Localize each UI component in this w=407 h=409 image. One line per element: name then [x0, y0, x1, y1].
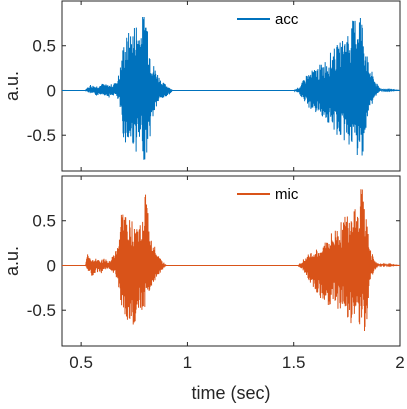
series-mic-trace: [62, 189, 400, 331]
x-tick-label: 1.5: [282, 353, 306, 372]
y-tick-label: -0.5: [27, 126, 56, 145]
y-tick-label: 0: [47, 81, 56, 100]
y-ticks-acc: -0.5 0 0.5: [27, 37, 400, 145]
x-tick-label: 0.5: [69, 353, 93, 372]
panel-mic: -0.5 0 0.5 0.5 1 1.5 2 a.u. mic time (sec): [2, 175, 405, 403]
legend-acc: acc: [237, 11, 299, 28]
y-tick-label: 0.5: [32, 37, 56, 56]
x-ticks-mic: 0.5 1 1.5 2: [69, 176, 405, 372]
x-tick-label: 2: [395, 353, 404, 372]
y-tick-label: 0.5: [32, 212, 56, 231]
y-tick-label: -0.5: [27, 301, 56, 320]
legend-label-acc: acc: [275, 11, 299, 28]
ylabel-acc: a.u.: [2, 71, 22, 101]
x-tick-label: 1: [183, 353, 192, 372]
legend-label-mic: mic: [275, 186, 299, 203]
panel-acc: -0.5 0 0.5 a.u. acc: [2, 0, 401, 172]
series-acc-trace: [62, 16, 400, 160]
ylabel-mic: a.u.: [2, 246, 22, 276]
xlabel: time (sec): [191, 383, 270, 403]
y-tick-label: 0: [47, 256, 56, 275]
y-ticks-mic: -0.5 0 0.5: [27, 212, 400, 320]
x-ticks-acc: [80, 1, 401, 171]
legend-mic: mic: [237, 186, 299, 203]
